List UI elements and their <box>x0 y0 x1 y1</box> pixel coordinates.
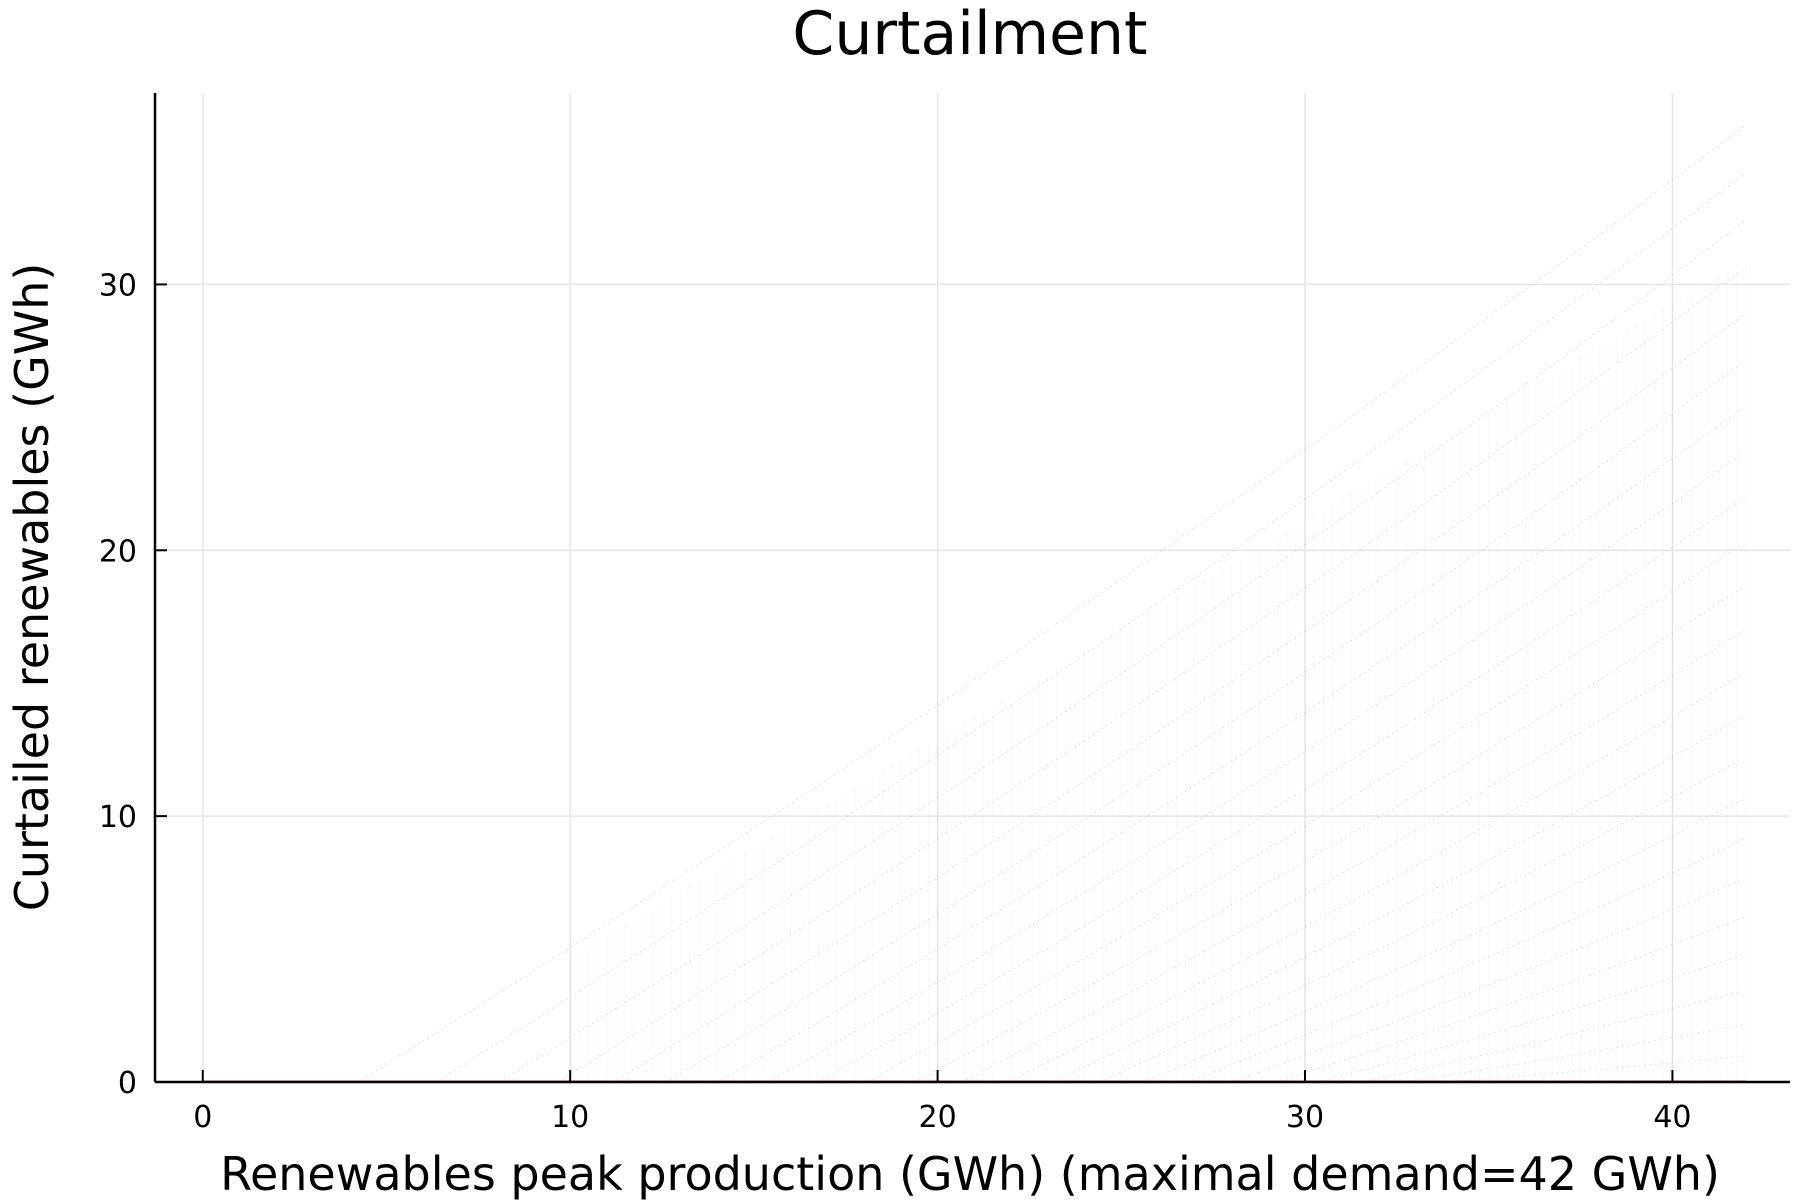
curtailment-curve <box>555 266 1747 1083</box>
curtailment-curve <box>768 454 1742 1083</box>
x-axis-label: Renewables peak production (GWh) (maxima… <box>220 1147 1720 1200</box>
x-tick-label: 40 <box>1653 1100 1691 1135</box>
x-tick-label: 0 <box>193 1100 212 1135</box>
x-tick-label: 10 <box>551 1100 589 1135</box>
curtailment-curve <box>914 587 1744 1083</box>
curtailment-curve <box>1098 758 1743 1083</box>
curtailment-curve <box>1404 1024 1745 1083</box>
curtailment-curve <box>961 630 1744 1083</box>
y-tick-label: 0 <box>118 1066 137 1101</box>
x-tick-label: 20 <box>919 1100 957 1135</box>
curtailment-curve <box>818 497 1745 1083</box>
curtailment-curve <box>356 124 1747 1083</box>
curtailment-curve <box>866 543 1742 1083</box>
y-tick-label: 20 <box>99 534 137 569</box>
y-tick-label: 30 <box>99 268 137 303</box>
y-tick-label: 10 <box>99 800 137 835</box>
grid-lines <box>155 93 1790 1083</box>
curtailment-curve <box>1007 673 1744 1083</box>
curtailment-curve <box>610 314 1745 1083</box>
curtailment-curve <box>1275 916 1745 1083</box>
curtailment-curve <box>1188 838 1745 1083</box>
curtailment-curve <box>1053 715 1744 1083</box>
axis-ticks: 0 10 20 30 40 0 10 20 30 <box>99 268 1692 1135</box>
curtailment-curve <box>715 408 1743 1083</box>
y-axis-label: Curtailed renewables (GWh) <box>5 263 59 912</box>
data-points <box>202 124 1747 1083</box>
curtailment-curve <box>433 174 1743 1083</box>
x-tick-label: 30 <box>1286 1100 1324 1135</box>
curtailment-curve <box>666 362 1742 1083</box>
curtailment-curve <box>1232 879 1742 1083</box>
curtailment-curve <box>1361 990 1743 1083</box>
curtailment-curve <box>1446 1055 1746 1083</box>
curtailment-curve <box>1143 797 1747 1083</box>
chart-title: Curtailment <box>792 0 1147 69</box>
curtailment-curve <box>1318 955 1742 1083</box>
